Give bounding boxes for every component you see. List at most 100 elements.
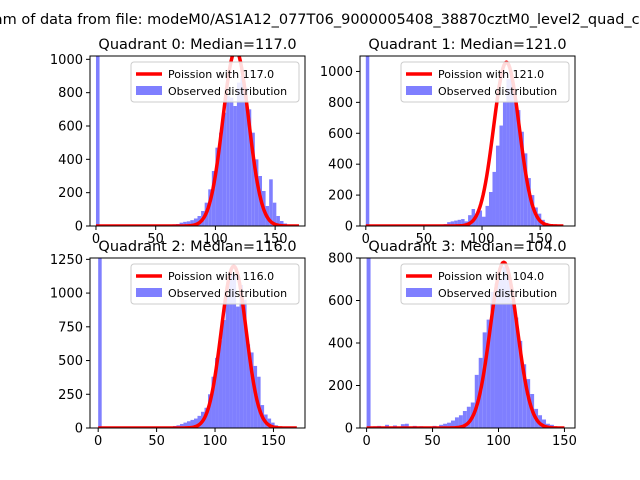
panel-3: 0 50 100 150 0 200 400 600 800 Quadrant 3: Median… [328, 239, 577, 449]
legend-label: Poission with 104.0 [438, 270, 544, 283]
histogram-bar [197, 415, 202, 428]
poisson-curve [97, 264, 298, 428]
histogram-bar [509, 74, 514, 226]
legend-box [130, 61, 300, 103]
histogram-bar [462, 411, 467, 428]
histogram-bar [211, 376, 216, 428]
histogram-bar [279, 221, 284, 226]
histogram-bar [229, 272, 233, 428]
histogram-bar [542, 419, 546, 428]
histogram-bar [366, 258, 371, 428]
x-tick-label: 150 [261, 434, 286, 449]
histogram-bar [447, 222, 451, 226]
histogram-bar [269, 179, 273, 226]
histogram-bar [272, 202, 277, 226]
histogram-bar [236, 82, 241, 226]
y-tick-label: 800 [328, 96, 353, 111]
y-tick-label: 750 [58, 320, 83, 335]
y-tick-label: 400 [328, 158, 353, 173]
histogram-bar [451, 420, 455, 428]
y-tick-label: 400 [328, 337, 353, 352]
histogram-bar [513, 91, 517, 226]
histogram-bar [482, 332, 487, 428]
histogram-bar [457, 219, 462, 226]
panel-title: Quadrant 0: Median=117.0 [98, 37, 296, 53]
histogram-bar [179, 423, 184, 428]
x-tick-label: 50 [148, 434, 165, 449]
y-tick-label: 0 [345, 422, 353, 437]
y-tick-label: 0 [75, 422, 83, 437]
legend: Poission with 104.0 Observed distribution [400, 263, 570, 305]
histogram-bar [240, 76, 245, 226]
legend-label: Poission with 121.0 [438, 68, 544, 81]
panel-1: 0 50 100 150 0 200 400 600 800 1000 Quadrant 1: Me… [320, 37, 576, 247]
y-tick-label: 600 [328, 127, 353, 142]
y-tick-label: 1250 [50, 253, 83, 268]
histogram-bar [215, 147, 219, 226]
legend: Poission with 121.0 Observed distribution [400, 61, 570, 103]
histogram-bar [208, 394, 212, 428]
histogram-bar [365, 56, 370, 226]
x-tick-label: 100 [203, 232, 228, 247]
histogram-bar [502, 102, 507, 226]
y-tick-label: 600 [58, 120, 83, 135]
figure-suptitle: Histogram of data from file: modeM0/AS1A… [0, 12, 640, 28]
x-tick-label: 100 [203, 434, 228, 449]
legend-label: Observed distribution [438, 85, 557, 98]
histogram-bar [215, 357, 219, 428]
histogram-bar [95, 56, 100, 226]
panel-title: Quadrant 3: Median=104.0 [368, 239, 566, 255]
histogram-bar [244, 87, 248, 226]
histogram-bar [482, 216, 486, 226]
histogram-bar [222, 112, 227, 226]
histogram-bar [447, 422, 452, 428]
x-tick-label: 150 [528, 232, 553, 247]
histogram-bar [254, 159, 259, 226]
x-tick-label: 50 [416, 232, 433, 247]
legend: Poission with 117.0 Observed distribution [130, 61, 300, 103]
histogram-bar [443, 423, 448, 428]
histogram-bar [190, 220, 194, 226]
y-tick-label: 1000 [50, 53, 83, 68]
y-tick-label: 200 [58, 186, 83, 201]
histogram-bar [276, 216, 280, 226]
histogram-bar [232, 275, 237, 428]
histogram-bar [514, 317, 519, 428]
histogram-bar [468, 215, 472, 226]
legend: Poission with 116.0 Observed distribution [130, 263, 300, 305]
y-tick-label: 200 [328, 379, 353, 394]
histogram-bar [246, 344, 251, 428]
histogram-bar [183, 422, 187, 428]
histogram-bar [526, 379, 531, 428]
histogram-bar [527, 178, 531, 226]
histogram-bar [267, 418, 272, 428]
histogram-bar [466, 406, 471, 428]
histogram-bar [251, 132, 255, 226]
x-tick-label: 50 [424, 434, 441, 449]
legend-label: Poission with 117.0 [168, 68, 274, 81]
axes-frame [359, 55, 576, 227]
histogram-bar [516, 110, 521, 226]
legend-bar-swatch [136, 288, 162, 297]
histogram-bar [485, 205, 489, 226]
histogram-bar [523, 153, 528, 226]
histogram-bar [190, 419, 194, 428]
histogram-bar [495, 145, 500, 226]
histogram-bar [450, 221, 455, 226]
histogram-bar [186, 221, 191, 226]
y-tick-label: 250 [58, 388, 83, 403]
x-tick-label: 0 [94, 434, 102, 449]
histogram-bar [499, 125, 503, 226]
panel-title: Quadrant 1: Median=121.0 [368, 37, 566, 53]
panel-title: Quadrant 2: Median=116.0 [98, 239, 296, 255]
histogram-bar [250, 352, 254, 428]
x-tick-label: 100 [470, 232, 495, 247]
legend-bar-swatch [136, 86, 162, 95]
histogram-bar [236, 306, 240, 428]
histogram-bars [365, 56, 549, 226]
histogram-bar [193, 418, 198, 428]
histogram-bar [492, 171, 496, 226]
x-tick-label: 0 [92, 232, 100, 247]
